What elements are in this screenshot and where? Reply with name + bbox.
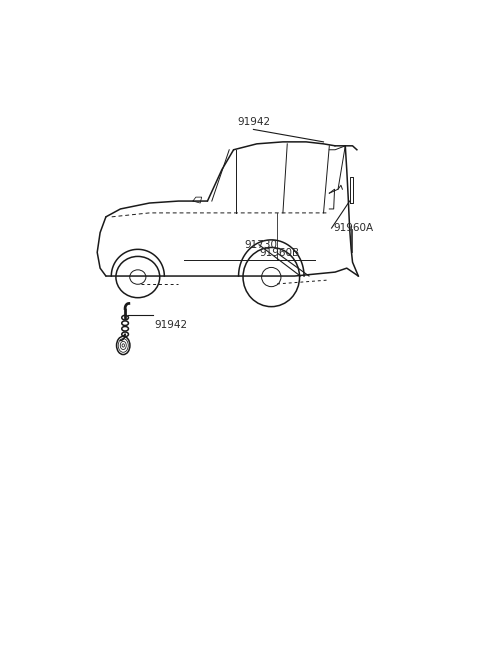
Text: 91960B: 91960B [259,248,299,258]
Text: 91960A: 91960A [334,223,373,233]
Text: 91730: 91730 [244,240,277,250]
Text: 91942: 91942 [237,117,270,127]
Text: 91942: 91942 [155,320,188,330]
